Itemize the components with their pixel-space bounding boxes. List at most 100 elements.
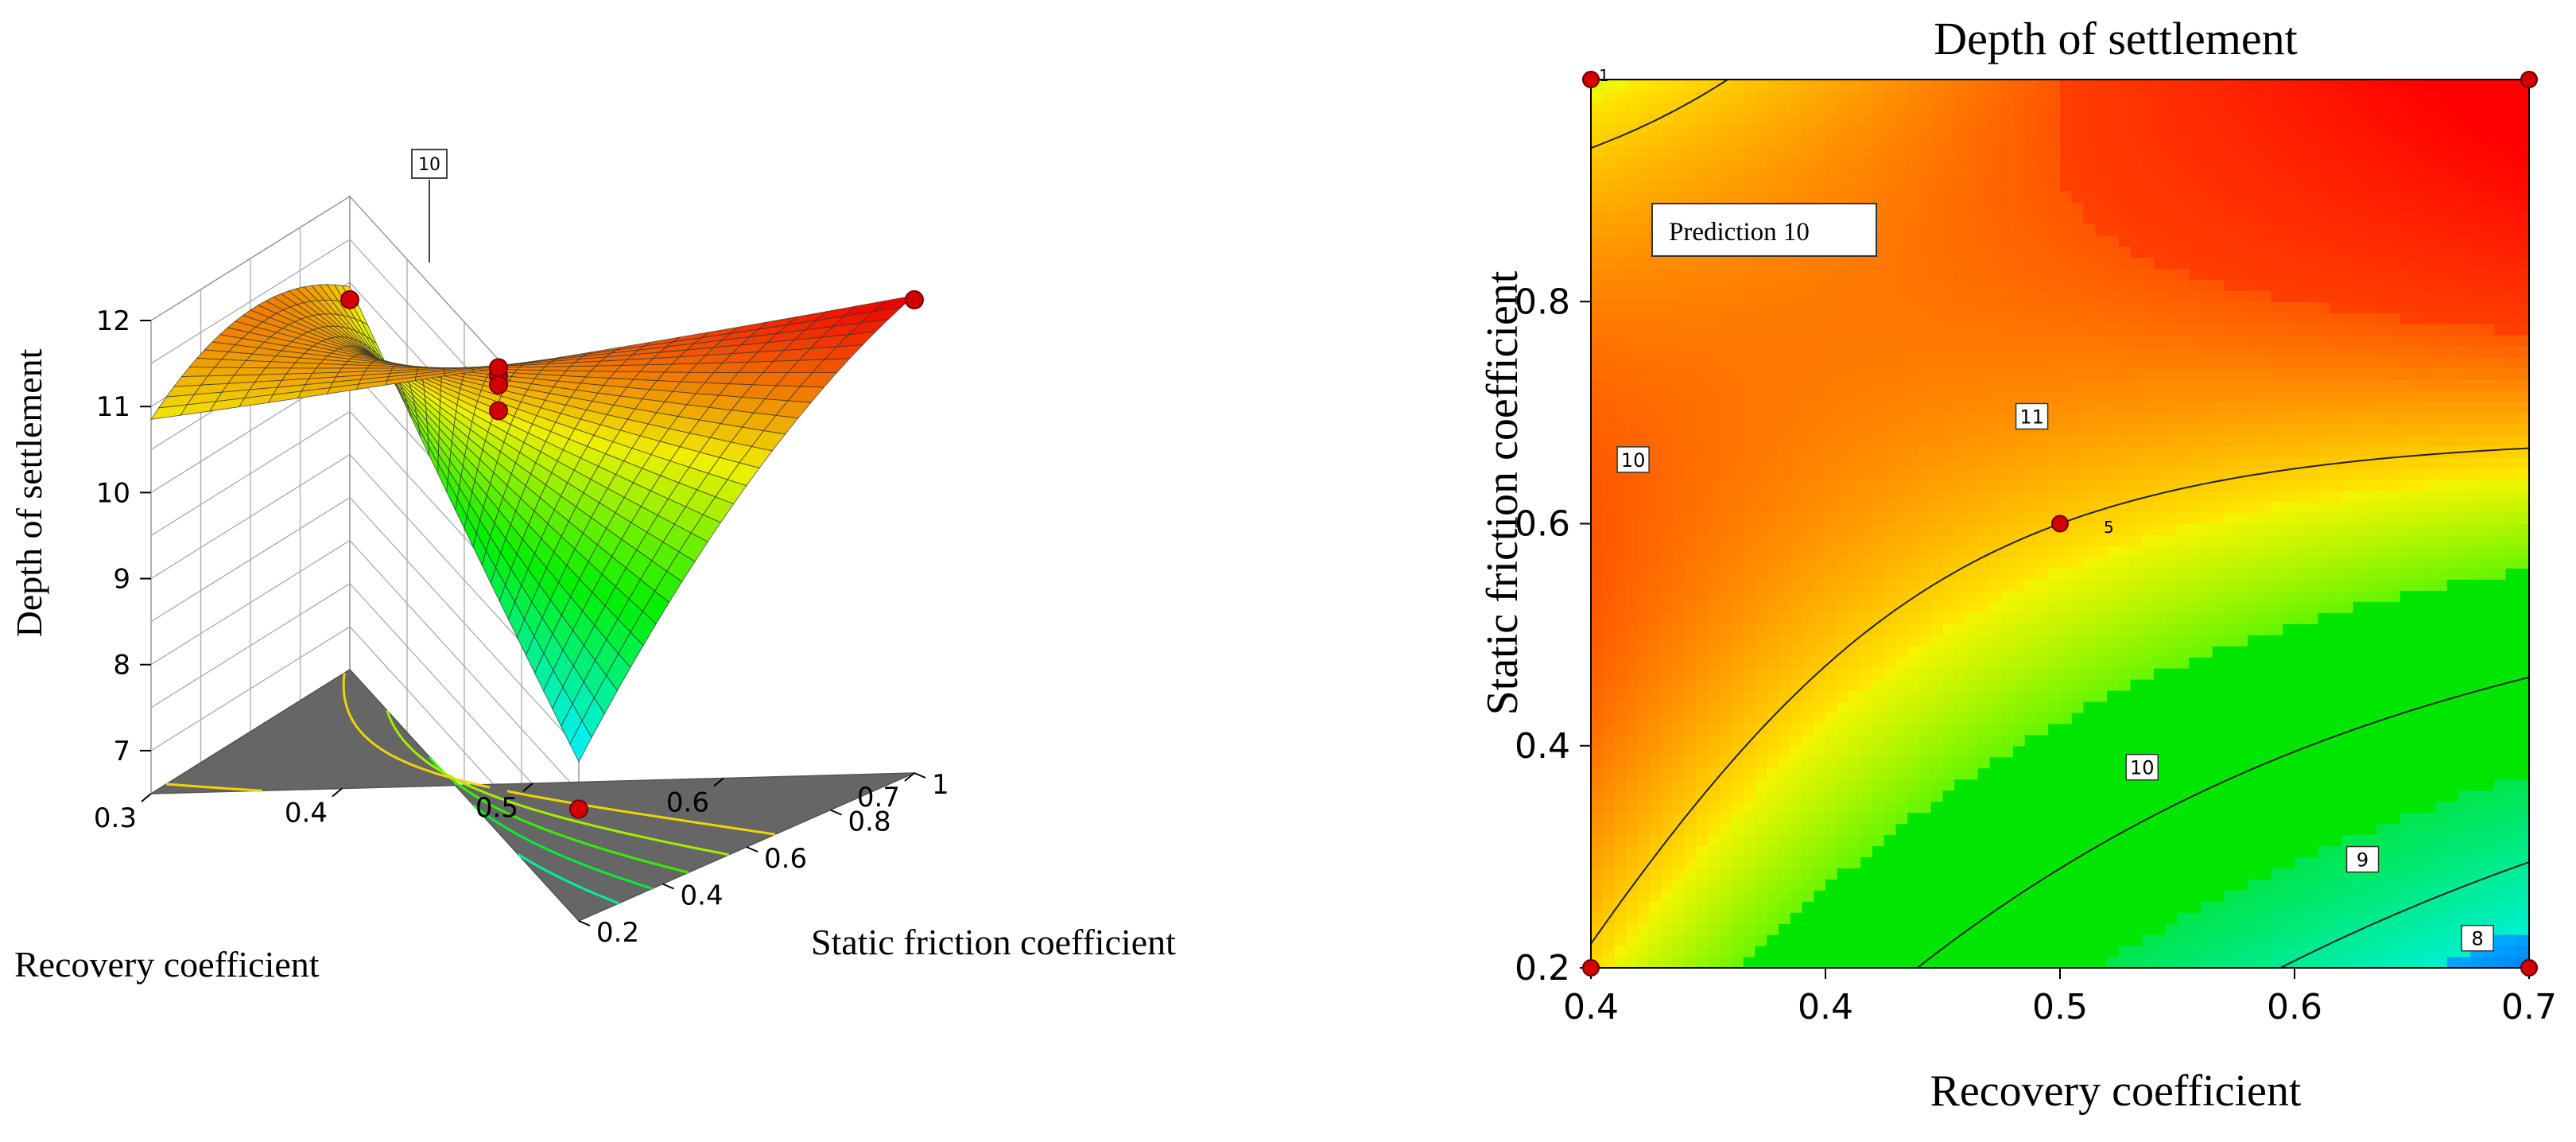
heat-cell — [1837, 402, 1849, 414]
heat-cell — [1720, 102, 1732, 114]
heat-cell — [2107, 612, 2119, 624]
heat-cell — [1872, 480, 1884, 491]
heat-cell — [1767, 790, 1779, 802]
heat-cell — [1966, 290, 1978, 302]
heat-cell — [1837, 468, 1849, 480]
heat-cell — [2166, 346, 2178, 358]
heat-cell — [2013, 491, 2025, 503]
heat-cell — [1790, 668, 1802, 680]
heat-cell — [1790, 834, 1802, 846]
heat-cell — [1860, 690, 1872, 702]
heat-cell — [1802, 446, 1814, 458]
heat-cell — [1650, 157, 1662, 169]
heat-cell — [2037, 724, 2049, 736]
heat-cell — [1896, 701, 1908, 713]
heat-cell — [2072, 790, 2084, 802]
heat-cell — [1626, 534, 1638, 546]
heat-cell — [2189, 80, 2201, 91]
heat-cell — [1697, 856, 1709, 868]
heat-cell — [1919, 679, 1931, 691]
heat-cell — [2037, 568, 2049, 580]
heat-cell — [1966, 502, 1978, 514]
heat-cell — [2095, 224, 2107, 236]
heat-cell — [1907, 635, 1919, 647]
heat-cell — [2131, 390, 2143, 402]
heat-cell — [1709, 491, 1721, 503]
heat-cell — [2131, 856, 2143, 868]
heat-cell — [1907, 557, 1919, 569]
heat-cell — [2001, 290, 2013, 302]
heat-cell — [1603, 368, 1615, 380]
heat-cell — [1966, 457, 1978, 469]
heat-cell — [1615, 146, 1627, 158]
heat-cell — [1849, 402, 1861, 414]
heat-cell — [1591, 335, 1603, 347]
heat-cell — [1943, 601, 1955, 613]
heat-cell — [1907, 646, 1919, 658]
heat-cell — [1802, 901, 1814, 913]
heat-cell — [1591, 224, 1603, 236]
heat-cell — [1802, 612, 1814, 624]
heat-cell — [1931, 813, 1943, 825]
heat-cell — [1755, 779, 1767, 791]
heat-cell — [1919, 790, 1931, 802]
heat-cell — [1615, 202, 1627, 214]
heat-cell — [1896, 180, 1908, 192]
heat-cell — [1779, 346, 1790, 358]
heat-cell — [1673, 912, 1685, 924]
heat-cell — [1943, 657, 1955, 669]
heat-cell — [1896, 679, 1908, 691]
heat-cell — [2060, 246, 2072, 258]
heat-cell — [1673, 91, 1685, 103]
heat-cell — [1626, 790, 1638, 802]
heat-cell — [1779, 413, 1790, 425]
heat-cell — [1591, 768, 1603, 780]
heat-cell — [1779, 135, 1790, 147]
heat-cell — [1990, 601, 2002, 613]
heat-cell — [1591, 813, 1603, 825]
heat-cell — [1755, 868, 1767, 880]
heat-cell — [1744, 923, 1755, 935]
heat-cell — [2178, 91, 2190, 103]
heat-cell — [2001, 834, 2013, 846]
heat-cell — [1966, 901, 1978, 913]
heat-cell — [2107, 557, 2119, 569]
heat-cell — [1685, 735, 1697, 747]
heat-cell — [1849, 657, 1861, 669]
heat-cell — [2119, 657, 2131, 669]
heat-cell — [2037, 124, 2049, 136]
heat-cell — [1943, 790, 1955, 802]
heat-cell — [2154, 113, 2166, 125]
heat-cell — [1603, 502, 1615, 514]
heat-cell — [1650, 402, 1662, 414]
heat-cell — [2131, 301, 2143, 313]
heat-cell — [1966, 202, 1978, 214]
heat-cell — [1732, 379, 1744, 391]
heat-cell — [2072, 779, 2084, 791]
heat-cell — [2001, 757, 2013, 769]
heat-cell — [1790, 301, 1802, 313]
heat-cell — [1884, 901, 1896, 913]
heat-cell — [1662, 324, 1674, 336]
heat-cell — [1767, 746, 1779, 758]
heat-cell — [1872, 146, 1884, 158]
heat-cell — [2201, 202, 2213, 214]
design-point — [341, 291, 359, 309]
heat-cell — [2154, 546, 2166, 557]
heat-cell — [1662, 701, 1674, 713]
heat-cell — [1872, 957, 1884, 969]
heat-cell — [1720, 157, 1732, 169]
heat-cell — [1860, 557, 1872, 569]
heat-cell — [2142, 779, 2154, 791]
heat-cell — [1954, 868, 1966, 880]
heat-cell — [1884, 524, 1896, 536]
heat-cell — [1685, 845, 1697, 857]
heat-cell — [2060, 635, 2072, 647]
heat-cell — [2095, 690, 2107, 702]
heat-cell — [1615, 413, 1627, 425]
surface-cell — [266, 362, 296, 368]
heat-cell — [1990, 324, 2002, 336]
heat-cell — [1978, 679, 1990, 691]
heat-cell — [2119, 546, 2131, 557]
heat-cell — [1825, 180, 1837, 192]
